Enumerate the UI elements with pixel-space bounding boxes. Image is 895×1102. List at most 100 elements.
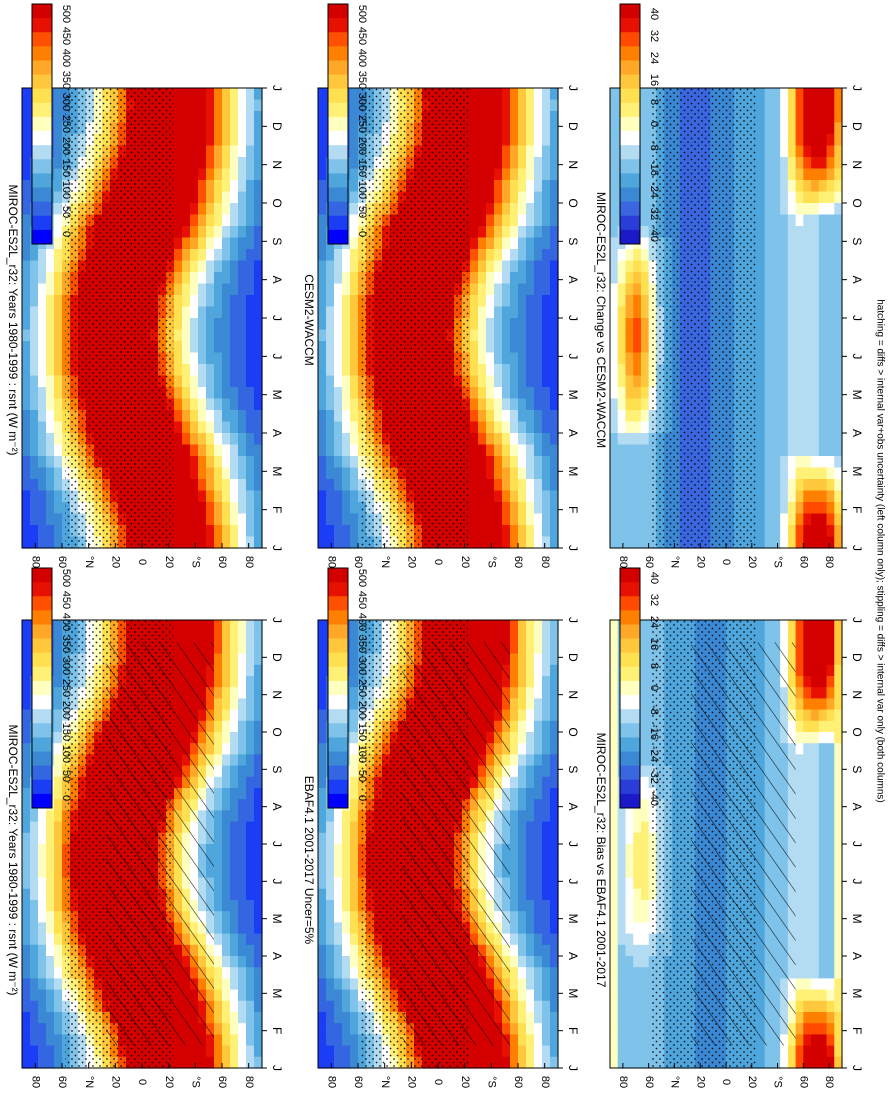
heatmap-cell bbox=[550, 653, 559, 666]
heatmap-cell bbox=[222, 698, 231, 711]
heatmap-cell bbox=[350, 642, 359, 655]
heatmap-cell bbox=[22, 88, 31, 101]
heatmap-cell bbox=[625, 1000, 634, 1013]
heatmap-cell bbox=[206, 180, 215, 193]
heatmap-cell bbox=[811, 1056, 820, 1069]
heatmap-cell bbox=[46, 877, 55, 890]
heatmap-cell bbox=[30, 844, 39, 856]
heatmap-cell bbox=[30, 283, 39, 296]
heatmap-cell bbox=[214, 226, 223, 239]
heatmap-cell bbox=[254, 765, 263, 778]
heatmap-cell bbox=[22, 111, 31, 124]
heatmap-cell bbox=[625, 922, 634, 935]
heatmap-cell bbox=[214, 191, 223, 204]
heatmap-cell bbox=[22, 1056, 31, 1069]
heatmap-cell bbox=[38, 398, 47, 411]
heatmap-cell bbox=[818, 1012, 828, 1024]
heatmap-cell bbox=[174, 398, 183, 411]
heatmap-cell bbox=[46, 272, 55, 285]
heatmap-cell bbox=[54, 525, 63, 538]
colorbar-swatch bbox=[328, 680, 348, 696]
colorbar-swatch bbox=[32, 737, 52, 752]
heatmap-cell bbox=[30, 989, 39, 1002]
heatmap-cell bbox=[214, 855, 223, 867]
heatmap-cell bbox=[534, 888, 543, 901]
colorbar-frame bbox=[619, 567, 641, 809]
heatmap-cell bbox=[246, 810, 255, 823]
heatmap-cell bbox=[174, 620, 183, 632]
colorbar-swatch bbox=[328, 666, 348, 682]
heatmap-cell bbox=[625, 978, 634, 991]
month-tick-label: J bbox=[270, 617, 284, 623]
heatmap-cell bbox=[22, 664, 31, 677]
heatmap-cell bbox=[542, 1056, 551, 1069]
heatmap-cell bbox=[803, 620, 812, 632]
heatmap-cell bbox=[230, 1034, 239, 1047]
heatmap-cell bbox=[818, 698, 828, 711]
heatmap-cell bbox=[38, 249, 47, 262]
heatmap-cell bbox=[30, 956, 39, 968]
heatmap-cell bbox=[38, 877, 47, 890]
heatmap-cell bbox=[518, 1045, 527, 1058]
colorbar-tick-label: 0 bbox=[60, 795, 72, 801]
heatmap-cell bbox=[803, 911, 812, 923]
heatmap-cell bbox=[318, 799, 327, 811]
heatmap-cell bbox=[640, 866, 650, 879]
heatmap-cell bbox=[198, 502, 207, 515]
heatmap-cell bbox=[526, 1023, 535, 1035]
heatmap-cell bbox=[238, 1034, 247, 1047]
heatmap-cell bbox=[222, 260, 231, 273]
heatmap-cell bbox=[238, 743, 247, 755]
heatmap-cell bbox=[38, 444, 47, 457]
heatmap-cell bbox=[318, 620, 327, 632]
heatmap-cell bbox=[222, 776, 231, 789]
colorbar-swatch bbox=[620, 737, 640, 752]
heatmap-cell bbox=[182, 260, 191, 273]
colorbar-tick-label: 50 bbox=[356, 770, 368, 782]
heatmap-cell bbox=[54, 967, 63, 979]
heatmap-cell bbox=[534, 922, 543, 935]
heatmap-cell bbox=[246, 191, 255, 204]
heatmap-cell bbox=[350, 620, 359, 632]
heatmap-cell bbox=[350, 631, 359, 643]
heatmap-cell bbox=[198, 352, 207, 365]
heatmap-cell bbox=[318, 743, 327, 755]
heatmap-cell bbox=[198, 168, 207, 181]
colorbar-swatch bbox=[32, 624, 52, 639]
heatmap-cell bbox=[190, 502, 199, 515]
heatmap-cell bbox=[334, 944, 343, 957]
heatmap-cell bbox=[254, 732, 263, 744]
heatmap-cell bbox=[350, 967, 359, 979]
heatmap-cell bbox=[206, 88, 215, 101]
heatmap-cell bbox=[542, 956, 551, 968]
heatmap-cell bbox=[198, 306, 207, 319]
heatmap-cell bbox=[54, 306, 63, 319]
heatmap-cell bbox=[550, 642, 559, 655]
heatmap-cell bbox=[38, 364, 47, 377]
heatmap-cell bbox=[30, 1000, 39, 1013]
heatmap-cell bbox=[230, 642, 239, 655]
heatmap-cell bbox=[30, 398, 39, 411]
heatmap-cell bbox=[246, 720, 255, 733]
heatmap-cell bbox=[190, 318, 199, 331]
heatmap-cell bbox=[22, 180, 31, 193]
heatmap-cell bbox=[22, 387, 31, 400]
heatmap-cell bbox=[238, 933, 247, 946]
heatmap-cell bbox=[542, 1012, 551, 1024]
heatmap-cell bbox=[54, 341, 63, 354]
heatmap-cell bbox=[640, 642, 650, 655]
heatmap-cell bbox=[518, 765, 527, 778]
colorbar-tick-label: 50 bbox=[60, 770, 72, 782]
heatmap-cell bbox=[334, 855, 343, 867]
heatmap-cell bbox=[238, 272, 247, 285]
heatmap-cell bbox=[542, 687, 551, 699]
heatmap-cell bbox=[550, 933, 559, 946]
heatmap-cell bbox=[633, 922, 642, 935]
heatmap-cell bbox=[350, 1034, 359, 1047]
heatmap-cell bbox=[222, 375, 231, 388]
colorbar-tick-label: 0 bbox=[648, 685, 660, 691]
colorbar-swatch bbox=[620, 723, 640, 738]
colorbar-swatch bbox=[620, 638, 640, 654]
heatmap-cell bbox=[182, 283, 191, 296]
